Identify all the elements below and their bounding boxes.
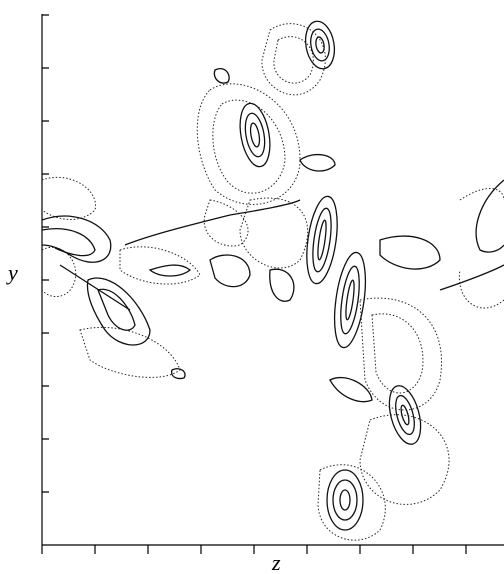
contour xyxy=(476,180,504,252)
axes xyxy=(42,14,504,554)
x-ticks xyxy=(42,545,466,554)
page: y z xyxy=(0,0,504,574)
contour xyxy=(236,101,275,169)
contour xyxy=(318,465,385,541)
contour xyxy=(262,24,325,95)
contour xyxy=(42,177,96,219)
y-axis-label: y xyxy=(6,260,18,285)
contour xyxy=(302,194,342,285)
contour xyxy=(459,188,504,308)
solid-contours xyxy=(42,19,504,530)
contour xyxy=(329,251,370,350)
contour xyxy=(330,378,372,402)
figure: y z xyxy=(0,0,504,574)
contour xyxy=(300,155,335,171)
x-axis-label: z xyxy=(271,550,281,574)
contour xyxy=(270,269,294,301)
contour xyxy=(210,255,250,287)
contour xyxy=(340,490,350,510)
y-ticks xyxy=(42,15,49,492)
contour xyxy=(120,247,200,284)
contour xyxy=(440,265,504,290)
contour xyxy=(380,236,440,269)
contour xyxy=(214,69,229,83)
contour xyxy=(150,265,190,276)
contour xyxy=(204,200,248,246)
contour xyxy=(274,37,314,83)
contour xyxy=(80,327,180,377)
contour xyxy=(344,280,356,320)
contour xyxy=(360,415,449,505)
contour xyxy=(242,112,267,158)
contour xyxy=(372,314,423,393)
contour xyxy=(333,480,357,520)
contour xyxy=(249,122,261,147)
contour xyxy=(308,28,331,63)
contour xyxy=(42,229,95,256)
contour xyxy=(240,198,308,268)
contour xyxy=(316,220,328,260)
